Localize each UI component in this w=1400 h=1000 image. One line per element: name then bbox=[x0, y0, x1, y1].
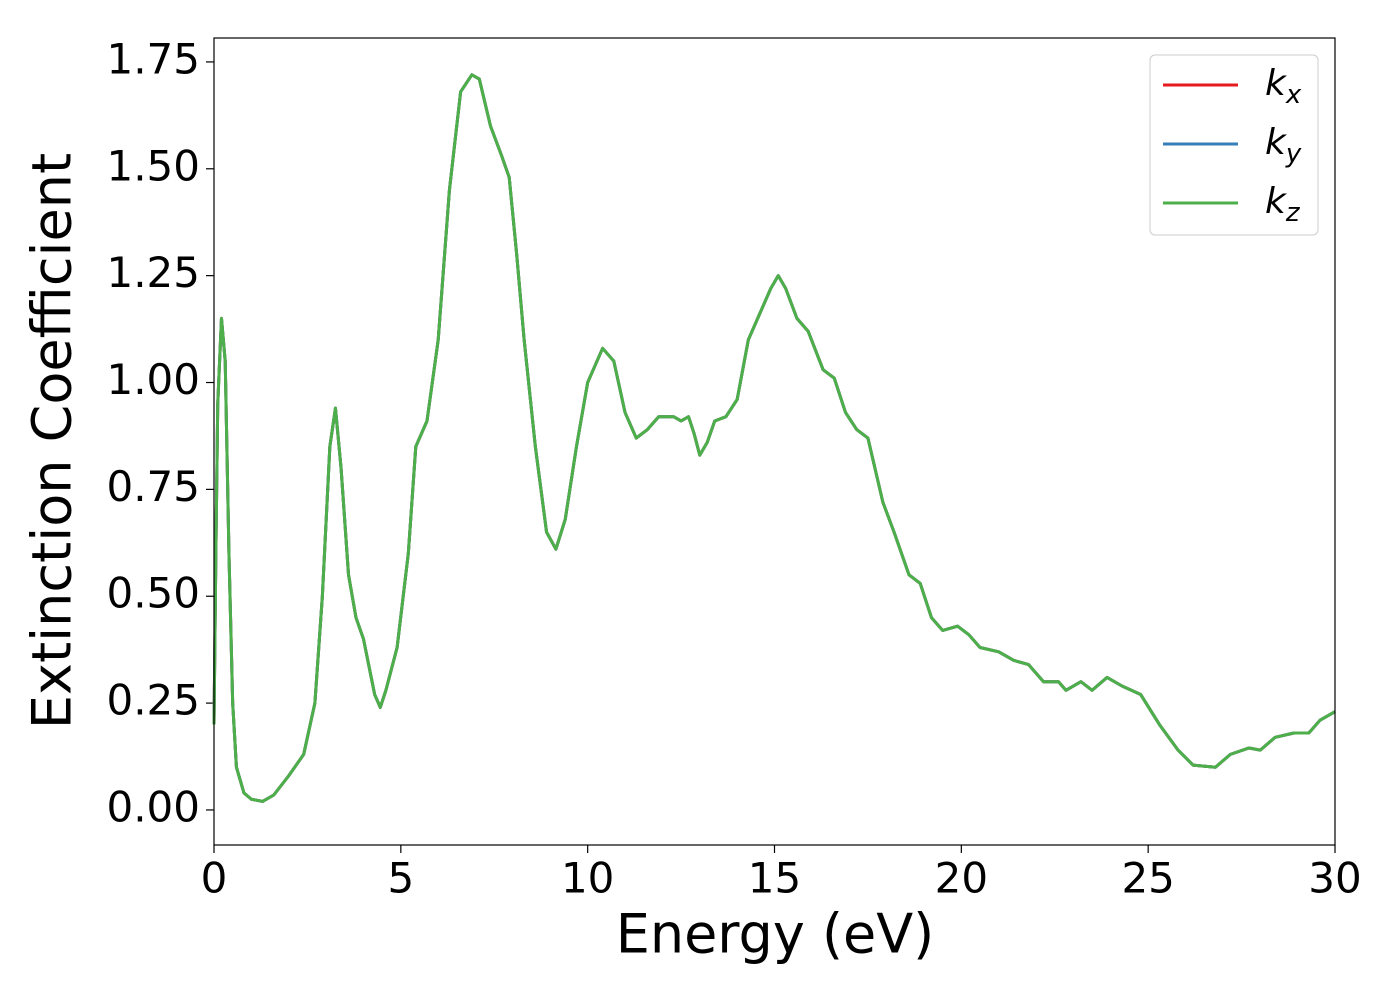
x-tick-label: 10 bbox=[561, 854, 614, 903]
y-tick-label: 0.25 bbox=[106, 676, 200, 725]
x-axis-label: Energy (eV) bbox=[616, 903, 935, 966]
x-tick-label: 25 bbox=[1121, 854, 1174, 903]
legend-label: kx bbox=[1265, 63, 1302, 110]
x-tick-label: 15 bbox=[748, 854, 801, 903]
y-tick-label: 0.75 bbox=[106, 462, 200, 511]
data-line bbox=[212, 73, 1336, 803]
x-tick-label: 0 bbox=[201, 854, 228, 903]
y-tick-label: 1.00 bbox=[106, 355, 200, 404]
y-tick-label: 1.25 bbox=[106, 248, 200, 297]
plot-frame bbox=[213, 37, 1336, 846]
y-axis-label: Extinction Coefficient bbox=[21, 153, 84, 729]
y-tick-label: 0.00 bbox=[106, 782, 200, 831]
x-tick-label: 30 bbox=[1308, 854, 1361, 903]
y-tick-label: 1.75 bbox=[106, 34, 200, 83]
legend-label: ky bbox=[1265, 122, 1302, 169]
y-tick-label: 1.50 bbox=[106, 141, 200, 190]
legend-label: kz bbox=[1265, 181, 1301, 228]
x-tick-label: 5 bbox=[387, 854, 414, 903]
y-tick-label: 0.50 bbox=[106, 569, 200, 618]
x-tick-label: 20 bbox=[935, 854, 988, 903]
